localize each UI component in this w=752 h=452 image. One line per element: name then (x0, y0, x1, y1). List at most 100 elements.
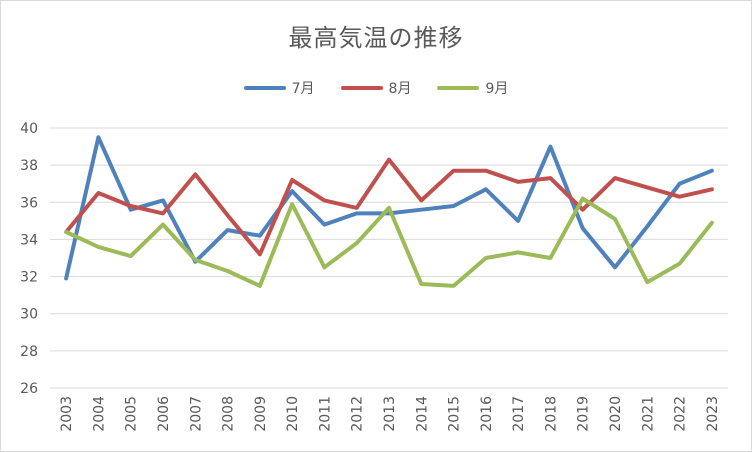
data-point (484, 169, 488, 173)
data-point (226, 228, 230, 232)
x-tick-label: 2013 (382, 396, 398, 432)
data-point (613, 217, 617, 221)
data-point (484, 187, 488, 191)
data-point (581, 197, 585, 201)
x-tick-label: 2003 (59, 396, 75, 432)
x-tick-label: 2009 (253, 396, 269, 432)
data-point (355, 241, 359, 245)
x-tick-label: 2021 (640, 396, 656, 432)
x-tick-label: 2012 (350, 396, 366, 432)
y-tick-label: 38 (20, 158, 38, 174)
data-point (678, 262, 682, 266)
data-point (516, 250, 520, 254)
legend-swatch (340, 86, 383, 90)
data-point (161, 211, 165, 215)
data-point (64, 230, 68, 234)
data-point (355, 206, 359, 210)
legend-label: 9月 (485, 81, 509, 97)
series-line-1 (64, 135, 714, 281)
data-point (96, 135, 100, 139)
data-point (452, 169, 456, 173)
data-point (710, 221, 714, 225)
x-tick-label: 2006 (156, 396, 172, 432)
legend-swatch (437, 86, 480, 90)
data-point (355, 211, 359, 215)
data-point (419, 208, 423, 212)
x-tick-label: 2010 (285, 396, 301, 432)
y-tick-label: 26 (20, 381, 38, 397)
x-tick-label: 2022 (673, 396, 689, 432)
data-point (322, 265, 326, 269)
y-tick-label: 30 (20, 307, 38, 323)
data-point (322, 223, 326, 227)
data-point (452, 284, 456, 288)
chart-legend: 7月 8月 9月 (0, 78, 752, 98)
data-point (96, 191, 100, 195)
x-tick-label: 2018 (543, 396, 559, 432)
data-point (322, 198, 326, 202)
data-point (548, 256, 552, 260)
x-tick-label: 2007 (188, 396, 204, 432)
y-tick-label: 36 (20, 195, 38, 211)
data-point (161, 198, 165, 202)
legend-item: 8月 (340, 78, 412, 98)
data-point (710, 169, 714, 173)
data-point (129, 204, 133, 208)
data-point (258, 284, 262, 288)
series-line-2 (64, 157, 714, 257)
data-point (452, 204, 456, 208)
data-point (193, 172, 197, 176)
data-point (581, 208, 585, 212)
x-tick-label: 2008 (221, 396, 237, 432)
data-point (645, 224, 649, 228)
data-point (516, 219, 520, 223)
data-point (258, 234, 262, 238)
chart-title: 最高気温の推移 (288, 24, 464, 52)
data-point (678, 195, 682, 199)
legend-label: 8月 (388, 81, 412, 97)
x-tick-label: 2017 (511, 396, 527, 432)
data-point (290, 202, 294, 206)
x-tick-label: 2016 (479, 396, 495, 432)
data-point (290, 178, 294, 182)
data-point (64, 276, 68, 280)
data-point (258, 252, 262, 256)
x-tick-label: 2005 (124, 396, 140, 432)
data-point (484, 256, 488, 260)
data-point (613, 176, 617, 180)
legend-item: 7月 (243, 78, 315, 98)
legend-swatch (243, 86, 286, 90)
y-tick-label: 32 (20, 270, 38, 286)
data-point (645, 185, 649, 189)
data-point (226, 213, 230, 217)
data-point (419, 282, 423, 286)
y-tick-label: 34 (20, 232, 38, 248)
y-tick-label: 40 (20, 121, 38, 137)
data-point (613, 265, 617, 269)
data-point (581, 226, 585, 230)
x-tick-label: 2011 (317, 396, 333, 432)
data-point (678, 182, 682, 186)
data-point (548, 145, 552, 149)
x-tick-label: 2004 (91, 396, 107, 432)
data-point (548, 176, 552, 180)
data-point (193, 258, 197, 262)
x-tick-label: 2019 (576, 396, 592, 432)
x-tick-label: 2023 (705, 396, 721, 432)
x-tick-label: 2020 (608, 396, 624, 432)
data-point (516, 180, 520, 184)
series-line-3 (64, 196, 714, 288)
data-point (290, 189, 294, 193)
data-point (129, 254, 133, 258)
data-point (419, 198, 423, 202)
data-point (96, 245, 100, 249)
data-point (710, 187, 714, 191)
data-point (387, 206, 391, 210)
legend-label: 7月 (291, 81, 315, 97)
data-point (226, 269, 230, 273)
x-tick-label: 2015 (447, 396, 463, 432)
x-tick-label: 2014 (414, 396, 430, 432)
data-point (161, 223, 165, 227)
